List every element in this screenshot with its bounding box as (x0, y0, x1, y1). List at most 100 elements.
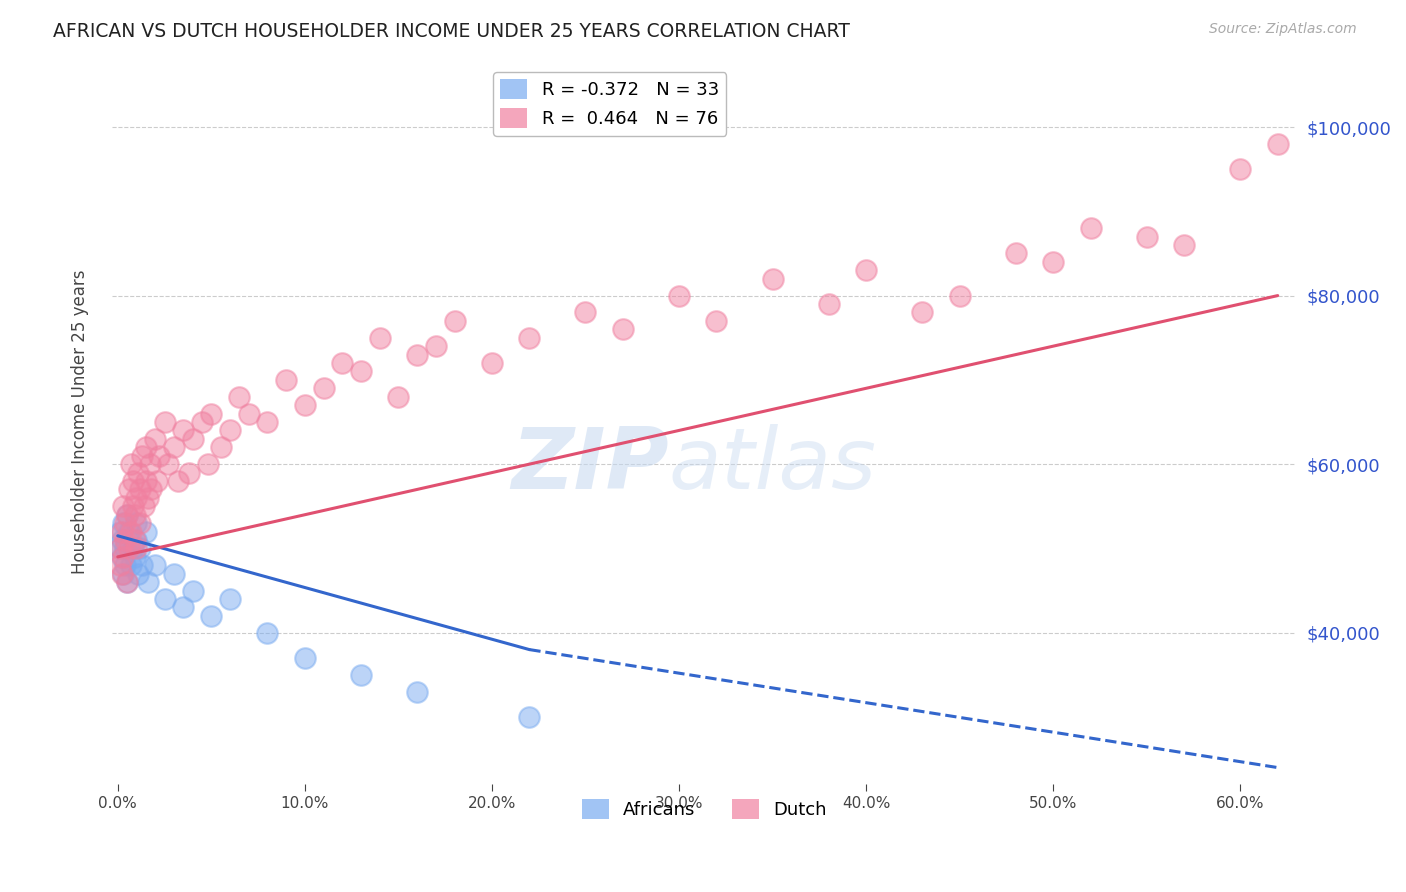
Point (153, 592, 176, 607)
Point (181, 583, 204, 598)
Point (114, 541, 136, 556)
Point (110, 566, 132, 581)
Point (118, 483, 141, 497)
Point (121, 541, 143, 556)
Point (163, 440, 186, 454)
Point (110, 524, 132, 539)
Point (761, 271, 783, 285)
Point (166, 474, 188, 488)
Point (238, 407, 260, 421)
Text: AFRICAN VS DUTCH HOUSEHOLDER INCOME UNDER 25 YEARS CORRELATION CHART: AFRICAN VS DUTCH HOUSEHOLDER INCOME UNDE… (53, 22, 851, 41)
Point (138, 457, 160, 471)
Point (118, 541, 141, 556)
Point (146, 474, 169, 488)
Point (115, 575, 138, 590)
Point (172, 424, 194, 438)
Point (129, 541, 152, 556)
Point (112, 566, 135, 581)
Point (706, 314, 728, 328)
Point (911, 305, 934, 319)
Point (114, 533, 136, 547)
Point (125, 533, 148, 547)
Point (135, 440, 157, 454)
Point (517, 710, 540, 724)
Y-axis label: Householder Income Under 25 years: Householder Income Under 25 years (72, 269, 89, 574)
Point (481, 356, 503, 370)
Point (1004, 246, 1026, 260)
Point (108, 524, 131, 539)
Point (312, 381, 335, 395)
Point (387, 390, 409, 404)
Point (200, 608, 222, 623)
Point (276, 373, 298, 387)
Point (120, 457, 142, 471)
Point (143, 558, 166, 573)
Point (1080, 221, 1102, 235)
Point (112, 549, 135, 564)
Point (256, 625, 278, 640)
Point (181, 432, 204, 446)
Point (127, 566, 149, 581)
Point (200, 407, 222, 421)
Text: Source: ZipAtlas.com: Source: ZipAtlas.com (1209, 22, 1357, 37)
Point (517, 331, 540, 345)
Point (1136, 229, 1159, 244)
Point (120, 558, 142, 573)
Legend: Africans, Dutch: Africans, Dutch (575, 792, 834, 826)
Point (127, 466, 149, 480)
Point (131, 449, 153, 463)
Point (148, 449, 170, 463)
Point (108, 541, 131, 556)
Point (108, 541, 131, 556)
Point (132, 500, 155, 514)
Point (368, 331, 391, 345)
Point (443, 314, 465, 328)
Point (115, 508, 138, 522)
Point (172, 600, 194, 615)
Point (294, 398, 316, 412)
Point (855, 263, 877, 277)
Point (115, 508, 138, 522)
Point (612, 322, 634, 336)
Point (574, 305, 596, 319)
Point (112, 516, 135, 530)
Point (110, 549, 132, 564)
Point (125, 541, 148, 556)
Point (125, 516, 148, 530)
Point (197, 457, 219, 471)
Point (125, 491, 148, 505)
Point (131, 558, 153, 573)
Point (191, 415, 214, 429)
Point (114, 558, 136, 573)
Point (294, 651, 316, 665)
Point (1229, 162, 1251, 177)
Point (219, 592, 242, 607)
Point (124, 508, 146, 522)
Point (228, 390, 250, 404)
Point (129, 516, 152, 530)
Point (114, 516, 136, 530)
Point (135, 474, 157, 488)
Point (110, 533, 132, 547)
Point (668, 288, 690, 302)
Point (153, 415, 176, 429)
Point (163, 566, 186, 581)
Point (118, 524, 141, 539)
Point (406, 684, 429, 698)
Point (136, 575, 159, 590)
Point (949, 288, 972, 302)
Point (350, 668, 373, 682)
Point (124, 533, 146, 547)
Point (141, 483, 163, 497)
Point (1173, 238, 1195, 252)
Point (350, 364, 373, 378)
Point (157, 457, 180, 471)
Point (120, 524, 142, 539)
Point (112, 500, 135, 514)
Point (330, 356, 353, 370)
Point (129, 483, 152, 497)
Point (256, 415, 278, 429)
Point (177, 466, 200, 480)
Point (115, 575, 138, 590)
Point (209, 440, 232, 454)
